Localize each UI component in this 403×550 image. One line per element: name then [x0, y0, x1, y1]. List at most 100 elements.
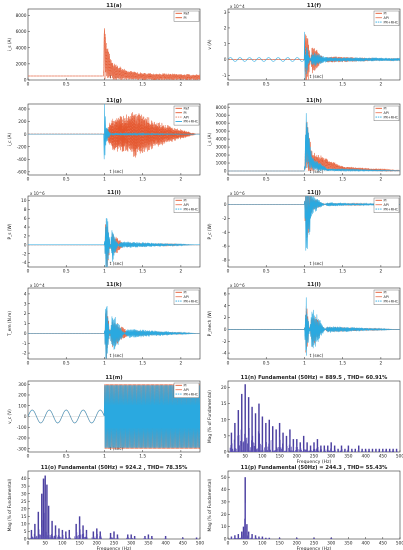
spectrum-bar	[235, 448, 236, 452]
spectrum-bar	[343, 450, 345, 452]
legend-entry: Ref	[184, 107, 190, 111]
spectrum-bar	[333, 445, 336, 452]
spectrum-bar	[332, 451, 333, 452]
spectrum-bar	[302, 435, 305, 452]
x-tick-label: 0	[27, 541, 30, 547]
spectrum-bar	[82, 525, 84, 539]
spectrum-bar	[354, 450, 356, 452]
plot-area	[227, 470, 401, 540]
y-tick-label: -4	[222, 230, 227, 236]
spectrum-bar	[236, 538, 238, 539]
spectrum-bar	[304, 449, 306, 452]
spectrum-bar	[299, 445, 301, 452]
exponent-label: x 10^4	[30, 283, 45, 288]
spectrum-bar	[240, 537, 241, 539]
series-line-prrhc	[228, 196, 400, 251]
spectrum-bar	[279, 439, 281, 452]
spectrum-bar	[261, 416, 264, 452]
spectrum-bar	[235, 538, 237, 539]
spectrum-bar	[268, 443, 269, 452]
spectrum-bar	[248, 435, 249, 452]
x-tick-label: 0	[27, 454, 30, 460]
spectrum-bar	[66, 536, 67, 539]
y-axis-label: P_mech (W)	[207, 310, 213, 336]
y-tick-label: -6	[222, 244, 227, 250]
spectrum-bar	[359, 451, 360, 452]
spectrum-bar	[271, 426, 274, 452]
spectrum-bar	[38, 529, 40, 539]
spectrum-bar	[277, 448, 278, 452]
x-tick-label: 2	[180, 361, 183, 367]
spectrum-bar	[390, 451, 391, 452]
spectrum-bar	[95, 538, 96, 539]
spectrum-bar	[50, 535, 52, 539]
x-tick-label: 0	[227, 177, 230, 183]
spectrum-bar	[328, 450, 330, 452]
y-tick-label: 0	[224, 169, 227, 175]
legend-entry: APi	[384, 16, 389, 20]
panel-m: 11(m) -300 -200 -100 0 100 200 300 0 0.5 1 1.5 2 v_c …	[7, 375, 201, 460]
spectrum-bar	[365, 450, 366, 452]
spectrum-bar	[66, 538, 68, 539]
y-axis-label: Mag (% of Fundamental)	[207, 478, 213, 531]
spectrum-bar	[297, 447, 298, 452]
spectrum-bar	[308, 450, 310, 452]
spectrum-bar	[265, 537, 267, 539]
legend-entry: APi	[384, 295, 389, 299]
y-tick-label: 8000	[216, 105, 227, 111]
spectrum-bar	[337, 451, 339, 452]
x-tick-label: 1.5	[339, 361, 346, 367]
spectrum-bar	[37, 536, 39, 539]
spectrum-bar	[59, 536, 60, 539]
spectrum-bar	[116, 538, 118, 539]
spectrum-bar	[259, 538, 260, 539]
spectrum-bar	[80, 534, 82, 539]
spectrum-bar	[45, 531, 47, 539]
spectrum-bar	[333, 450, 335, 452]
spectrum-bar	[393, 451, 395, 452]
spectrum-bar	[230, 432, 233, 452]
spectrum-bar	[246, 437, 247, 452]
y-tick-label: -4	[22, 260, 27, 266]
spectrum-bar	[47, 535, 49, 539]
legend-entry: PR+RHC	[184, 392, 199, 396]
x-tick-label: 1	[303, 177, 306, 183]
spectrum-bar	[240, 429, 242, 452]
spectrum-bar	[368, 448, 370, 452]
x-axis-label: t (sec)	[110, 353, 124, 359]
y-axis-label: Mag (% of Fundamental)	[7, 478, 13, 531]
x-tick-label: 450	[379, 454, 387, 460]
x-tick-label: 0	[227, 82, 230, 88]
spectrum-bar	[152, 538, 153, 539]
spectrum-bar	[40, 534, 42, 539]
spectrum-bar	[314, 448, 316, 452]
spectrum-bar	[238, 434, 240, 452]
x-tick-label: 2	[180, 177, 183, 183]
spectrum-bar	[77, 536, 78, 539]
x-tick-label: 2	[380, 361, 383, 367]
series-line-prrhc	[28, 305, 200, 359]
spectrum-bar	[310, 450, 312, 452]
spectrum-bar	[271, 440, 273, 452]
spectrum-bar	[233, 538, 234, 539]
x-tick-label: 2	[180, 82, 183, 88]
y-tick-label: -4	[222, 351, 227, 357]
spectrum-bar	[369, 451, 371, 452]
x-axis-label: t (sec)	[110, 169, 124, 175]
y-tick-label: 200	[18, 393, 26, 399]
spectrum-bar	[58, 532, 60, 539]
x-tick-label: 1	[303, 269, 306, 275]
spectrum-bar	[330, 446, 332, 452]
spectrum-bar	[260, 450, 262, 452]
spectrum-bar	[312, 450, 313, 452]
x-axis-label: t (sec)	[110, 261, 124, 267]
spectrum-bar	[285, 451, 287, 452]
spectrum-bar	[250, 537, 252, 539]
x-tick-label: 200	[293, 541, 301, 547]
x-tick-label: 200	[93, 541, 101, 547]
spectrum-bar	[291, 450, 293, 452]
spectrum-bar	[258, 403, 260, 452]
y-tick-label: 10	[21, 198, 27, 204]
x-tick-label: 50	[242, 541, 248, 547]
y-axis-label: P_c (W)	[207, 223, 213, 239]
